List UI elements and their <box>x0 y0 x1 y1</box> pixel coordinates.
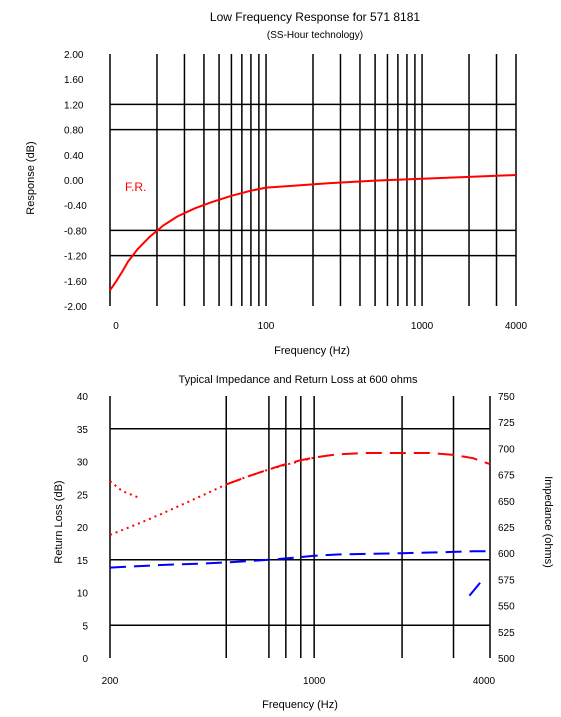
series-line-2 <box>109 480 139 499</box>
series-line-0 <box>109 174 517 291</box>
top-chart-plot: 2.00 1.60 1.20 0.80 0.40 0.00 -0.40 -0.80 -1.20 -… <box>64 50 528 332</box>
top-chart-ylabel: Response (dB) <box>25 141 37 214</box>
y-tick-label: 0.40 <box>64 151 84 162</box>
y-tick-label-right: 725 <box>498 418 515 429</box>
y-tick-label-right: 575 <box>498 575 515 586</box>
x-tick-label: 100 <box>258 321 275 332</box>
x-tick-label: 200 <box>102 676 119 687</box>
y-tick-label-right: 600 <box>498 549 515 560</box>
bottom-chart-plot: 40 35 30 25 20 15 10 5 0 750 725 700 675 650 625 600 575… <box>77 392 515 687</box>
y-tick-label: -0.40 <box>64 201 87 212</box>
y-tick-label-right: 750 <box>498 392 515 403</box>
y-tick-label-left: 5 <box>82 621 88 632</box>
y-tick-label-left: 10 <box>77 589 89 600</box>
top-chart-xlabel: Frequency (Hz) <box>274 345 350 357</box>
y-tick-label: 1.60 <box>64 75 84 86</box>
y-tick-label-right: 525 <box>498 628 515 639</box>
y-tick-label-right: 675 <box>498 471 515 482</box>
y-tick-label-left: 25 <box>77 490 89 501</box>
top-chart-subtitle: (SS-Hour technology) <box>267 30 363 41</box>
series-line-4 <box>468 582 481 597</box>
x-tick-label: 0 <box>113 321 119 332</box>
top-chart-annotation: F.R. <box>125 180 146 194</box>
series-line-1 <box>225 452 491 486</box>
y-tick-label: 0.00 <box>64 176 84 187</box>
y-tick-label: -0.80 <box>64 226 87 237</box>
y-tick-label: 0.80 <box>64 126 84 137</box>
x-tick-label: 1000 <box>411 321 434 332</box>
y-tick-label: 1.20 <box>64 100 84 111</box>
y-tick-label-left: 40 <box>77 392 89 403</box>
y-tick-label-left: 0 <box>82 654 88 665</box>
x-tick-label: 4000 <box>473 676 496 687</box>
y-tick-label-left: 30 <box>77 458 89 469</box>
y-tick-label-right: 700 <box>498 444 515 455</box>
y-tick-label-right: 550 <box>498 602 515 613</box>
y-tick-label: 2.00 <box>64 50 84 61</box>
y-tick-label-right: 500 <box>498 654 515 665</box>
top-chart-title: Low Frequency Response for 571 8181 <box>210 10 420 24</box>
y-tick-label-left: 15 <box>77 556 89 567</box>
bottom-chart-xlabel: Frequency (Hz) <box>262 699 338 711</box>
y-tick-label-right: 650 <box>498 497 515 508</box>
series-line-3 <box>109 550 490 569</box>
y-tick-label-left: 20 <box>77 523 89 534</box>
y-tick-label-left: 35 <box>77 425 89 436</box>
x-tick-label: 4000 <box>505 321 528 332</box>
y-tick-label-right: 625 <box>498 523 515 534</box>
y-tick-label: -1.60 <box>64 277 87 288</box>
bottom-chart-ylabel-right: Impedance (ohms) <box>542 476 554 568</box>
y-tick-label: -1.20 <box>64 252 87 263</box>
series-line-0 <box>109 456 315 536</box>
x-tick-label: 1000 <box>303 676 326 687</box>
y-tick-label: -2.00 <box>64 302 87 313</box>
bottom-chart-title: Typical Impedance and Return Loss at 600… <box>178 374 418 386</box>
bottom-chart-ylabel-left: Return Loss (dB) <box>53 480 65 563</box>
